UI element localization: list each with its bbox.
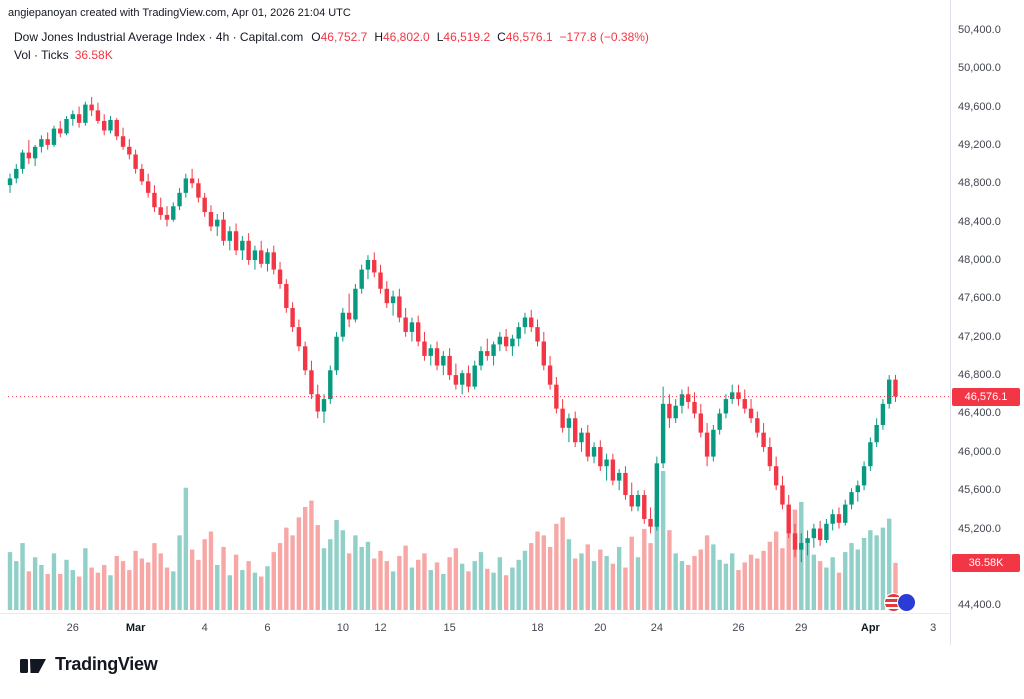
- time-tick-label: 29: [795, 622, 808, 634]
- price-tick-label: 46,800.0: [958, 369, 1001, 382]
- price-tick-label: 50,400.0: [958, 23, 1001, 36]
- high-label: H: [374, 30, 383, 44]
- attribution-text: angiepanoyan created with TradingView.co…: [8, 7, 351, 19]
- time-tick-label: 10: [336, 622, 349, 634]
- low-label: L: [436, 30, 444, 44]
- chart-legend: Dow Jones Industrial Average Index · 4h …: [14, 30, 649, 44]
- time-tick-label: 20: [594, 622, 607, 634]
- close-label: C: [497, 30, 506, 44]
- ohlc-values: O46,752.7 H46,802.0 L46,519.2 C46,576.1 …: [311, 30, 649, 44]
- close-value: 46,576.1: [505, 30, 553, 44]
- price-tick-label: 45,200.0: [958, 522, 1001, 535]
- price-tick-label: 50,000.0: [958, 62, 1001, 75]
- price-tick-label: 46,400.0: [958, 407, 1001, 420]
- symbol-title[interactable]: Dow Jones Industrial Average Index · 4h …: [14, 30, 304, 44]
- volume-value: 36.58K: [74, 48, 113, 62]
- time-tick-label: 4: [201, 622, 208, 634]
- time-tick-label: 18: [531, 622, 544, 634]
- price-axis[interactable]: 50,400.0 50,000.0 49,600.0 49,200.0 48,800.0…: [952, 0, 1024, 645]
- price-tick-label: 47,200.0: [958, 330, 1001, 343]
- last-price-badge: 46,576.1: [952, 387, 1020, 406]
- time-tick-label: Mar: [125, 622, 146, 634]
- time-tick-label: 12: [374, 622, 387, 634]
- time-tick-label: 26: [66, 622, 79, 634]
- price-tick-label: 48,000.0: [958, 253, 1001, 266]
- low-value: 46,519.2: [443, 30, 491, 44]
- price-tick-label: 47,600.0: [958, 292, 1001, 305]
- open-value: 46,752.7: [320, 30, 368, 44]
- last-volume-badge: 36.58K: [952, 553, 1020, 572]
- time-axis[interactable]: 26 Mar 4 6 10 12 15 18 20 24 26 29 Apr 3: [0, 622, 950, 642]
- time-tick-label: 26: [732, 622, 745, 634]
- price-tick-label: 45,600.0: [958, 484, 1001, 497]
- volume-study-title[interactable]: Vol · Ticks: [14, 48, 69, 62]
- price-tick-label: 49,200.0: [958, 138, 1001, 151]
- price-tick-label: 48,800.0: [958, 177, 1001, 190]
- price-axis-separator: [950, 0, 951, 645]
- tradingview-logo-icon[interactable]: [20, 655, 47, 674]
- price-tick-label: 46,000.0: [958, 445, 1001, 458]
- candlestick-chart[interactable]: [0, 0, 950, 645]
- time-tick-label: 3: [930, 622, 937, 634]
- high-value: 46,802.0: [383, 30, 430, 44]
- instrument-logos: [884, 593, 918, 613]
- time-axis-separator: [0, 613, 950, 614]
- time-tick-label: 15: [443, 622, 456, 634]
- price-tick-label: 48,400.0: [958, 215, 1001, 228]
- footer: TradingView: [20, 654, 158, 675]
- change-value: −177.8 (−0.38%): [559, 30, 649, 44]
- price-tick-label: 44,400.0: [958, 599, 1001, 612]
- time-tick-label: 6: [264, 622, 271, 634]
- open-label: O: [311, 30, 321, 44]
- price-tick-label: 49,600.0: [958, 100, 1001, 113]
- volume-legend: Vol · Ticks 36.58K: [14, 48, 113, 62]
- time-tick-label: Apr: [860, 622, 880, 634]
- capitalcom-logo-icon: [897, 593, 916, 612]
- tradingview-brand-text[interactable]: TradingView: [55, 654, 158, 674]
- time-tick-label: 24: [650, 622, 663, 634]
